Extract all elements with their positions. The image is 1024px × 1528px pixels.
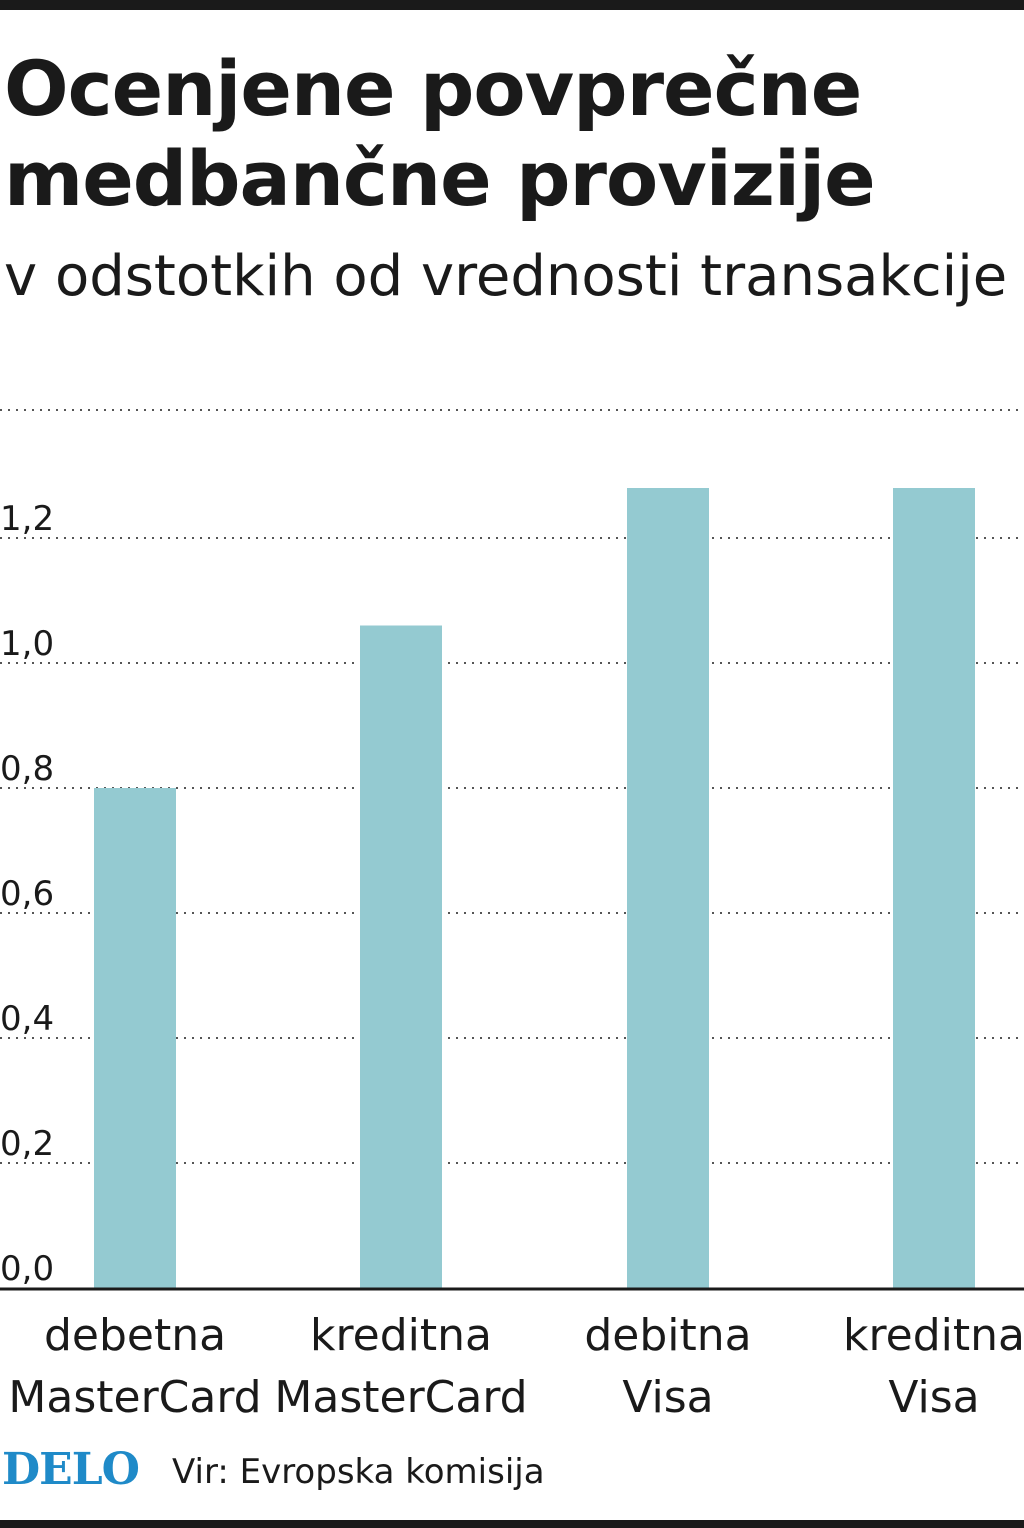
category-label: Visa: [888, 1372, 979, 1423]
bar: [893, 488, 975, 1288]
y-tick-label: 0,4: [0, 999, 54, 1039]
chart-title: Ocenjene povprečne medbančne provizije: [4, 44, 876, 223]
category-label: kreditna: [843, 1310, 1024, 1361]
bars: [94, 488, 975, 1288]
y-tick-label: 1,0: [0, 624, 54, 664]
y-tick-labels: 0,0 0,2 0,4 0,6 0,8 1,0 1,2: [0, 499, 54, 1289]
y-tick-label: 1,2: [0, 499, 54, 539]
y-tick-label: 0,2: [0, 1124, 54, 1164]
category-labels: debetna MasterCard kreditna MasterCard debit…: [8, 1310, 1024, 1423]
bar: [360, 625, 442, 1288]
category-label: MasterCard: [8, 1372, 261, 1423]
source-text: Vir: Evropska komisija: [172, 1452, 545, 1492]
grid-lines: [0, 409, 1024, 1164]
source-row: DELO Vir: Evropska komisija: [0, 1440, 1024, 1500]
bottom-rule: [0, 1520, 1024, 1528]
delo-logo: DELO: [2, 1444, 140, 1495]
bar-chart: 0,0 0,2 0,4 0,6 0,8 1,0 1,2 debetna MasterCard k…: [0, 409, 1024, 1423]
top-rule: [0, 0, 1024, 10]
y-tick-label: 0,0: [0, 1249, 54, 1289]
y-tick-label: 0,6: [0, 874, 54, 914]
category-label: MasterCard: [274, 1372, 527, 1423]
category-label: Visa: [622, 1372, 713, 1423]
bar: [94, 788, 176, 1288]
category-label: debitna: [584, 1310, 751, 1361]
y-tick-label: 0,8: [0, 749, 54, 789]
bar: [627, 488, 709, 1288]
chart-subtitle: v odstotkih od vrednosti transakcije: [4, 244, 1008, 309]
category-label: debetna: [44, 1310, 226, 1361]
category-label: kreditna: [310, 1310, 492, 1361]
